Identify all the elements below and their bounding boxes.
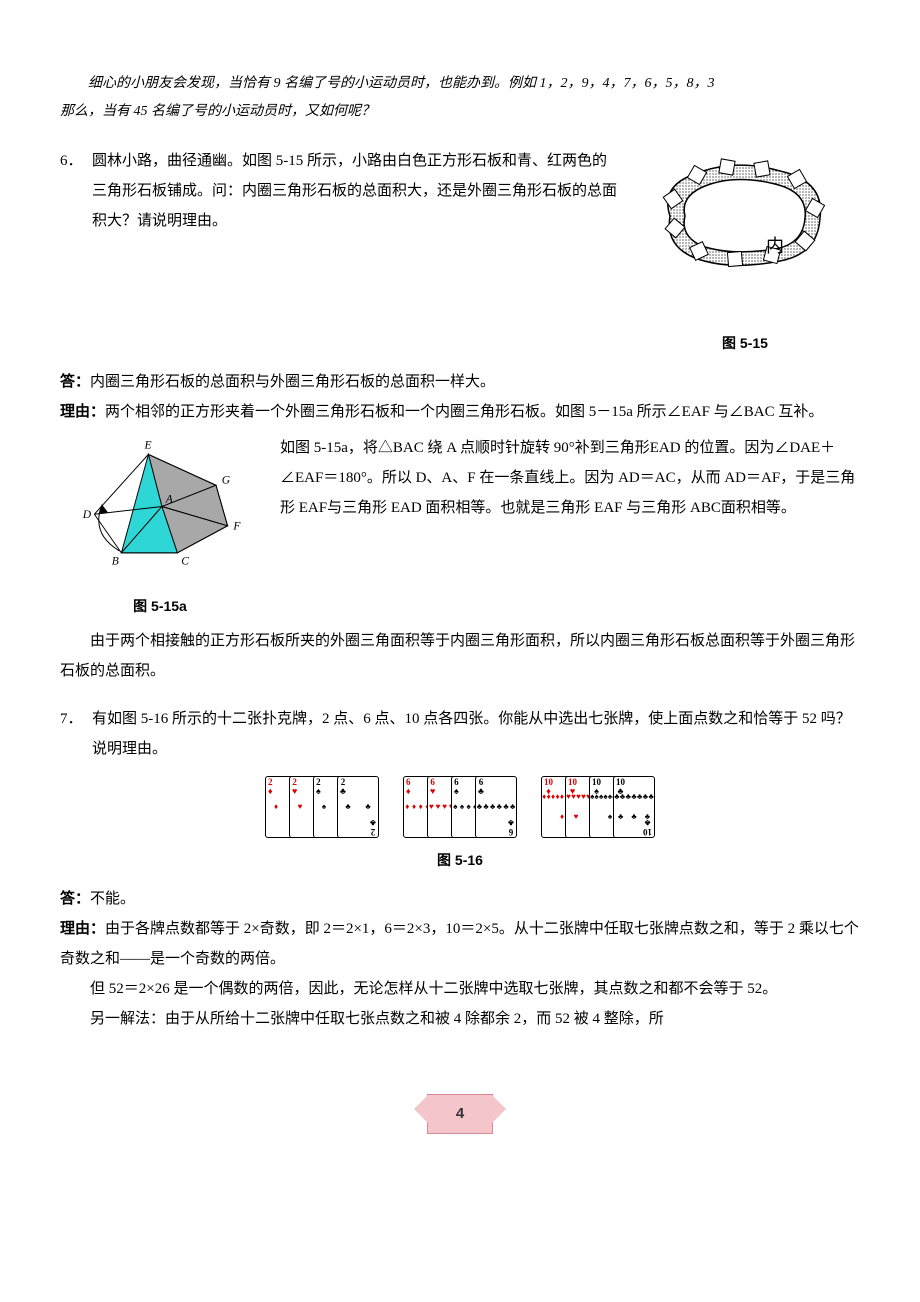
card-group: 6 ♦♦♦♦♦♦♦6 ♦6 ♥♥♥♥♥♥♥6 ♥6 ♠♠♠♠♠♠♠6 ♠6 ♣♣… xyxy=(403,776,517,838)
answer-label: 答： xyxy=(60,373,90,390)
q6-reason-with-fig: ABCDEFG 图 5-15a 如图 5-15a，将△BAC 绕 A 点顺时针旋… xyxy=(60,433,860,620)
figure-5-15a: A B C D E F G 图 5-15a xyxy=(60,437,260,620)
q6-reason3-text: 由于两个相接触的正方形石板所夹的外圈三角面积等于内圈三角形面积，所以内圈三角形石… xyxy=(60,626,860,686)
playing-card: 2 ♣♣♣2 ♣ xyxy=(337,776,379,838)
q6-number: 6． xyxy=(60,153,83,169)
svg-text:C: C xyxy=(181,554,189,567)
question-6: 外 内 图 5-15 6． 圆林小路，曲径通幽。如图 5-15 所示，小路由白色… xyxy=(60,146,860,357)
note-line1: 细心的小朋友会发现，当恰有 9 名编了号的小运动员时，也能办到。例如 1，2，9… xyxy=(88,76,715,91)
q7-reason1-text: 由于各牌点数都等于 2×奇数，即 2＝2×1，6＝2×3，10＝2×5。从十二张… xyxy=(60,921,859,967)
question-7: 7． 有如图 5-16 所示的十二张扑克牌，2 点、6 点、10 点各四张。你能… xyxy=(60,704,860,764)
q6-reason1-text: 两个相邻的正方形夹着一个外圈三角形石板和一个内圈三角形石板。如图 5－15a 所… xyxy=(105,404,823,420)
figure-5-15a-caption: 图 5-15a xyxy=(60,592,260,620)
figure-5-16-caption: 图 5-16 xyxy=(60,846,860,874)
figure-5-15-caption: 图 5-15 xyxy=(630,329,860,357)
playing-card: 6 ♣♣♣♣♣♣♣6 ♣ xyxy=(475,776,517,838)
q6-answer: 答：内圈三角形石板的总面积与外圈三角形石板的总面积一样大。 xyxy=(60,367,860,397)
q7-number: 7． xyxy=(60,711,83,727)
svg-text:F: F xyxy=(232,520,241,533)
diagram-5-15a-svg: A B C D E F G xyxy=(70,437,250,577)
q6-reason-p1: 理由：两个相邻的正方形夹着一个外圈三角形石板和一个内圈三角形石板。如图 5－15… xyxy=(60,397,860,427)
svg-text:E: E xyxy=(144,439,152,452)
reason-label: 理由： xyxy=(60,403,105,420)
label-outer: 外 xyxy=(780,177,860,213)
q7-reason2-text: 但 52＝2×26 是一个偶数的两倍，因此，无论怎样从十二张牌中选取七张牌，其点… xyxy=(60,974,860,1004)
svg-text:D: D xyxy=(82,508,92,521)
q7-reason-p1: 理由：由于各牌点数都等于 2×奇数，即 2＝2×1，6＝2×3，10＝2×5。从… xyxy=(60,914,860,974)
card-group: 10 ♦♦♦♦♦♦♦♦♦♦♦10 ♦10 ♥♥♥♥♥♥♥♥♥♥♥10 ♥10 ♠… xyxy=(541,776,655,838)
q7-reason3-text: 另一解法：由于从所给十二张牌中任取七张点数之和被 4 除都余 2，而 52 被 … xyxy=(60,1004,860,1034)
card-group: 2 ♦♦♦2 ♦2 ♥♥♥2 ♥2 ♠♠♠2 ♠2 ♣♣♣2 ♣ xyxy=(265,776,379,838)
reason-label: 理由： xyxy=(60,920,105,937)
q6-answer-text: 内圈三角形石板的总面积与外圈三角形石板的总面积一样大。 xyxy=(90,374,495,390)
cards-figure: 2 ♦♦♦2 ♦2 ♥♥♥2 ♥2 ♠♠♠2 ♠2 ♣♣♣2 ♣ 6 ♦♦♦♦♦♦… xyxy=(60,776,860,838)
q7-answer: 答：不能。 xyxy=(60,884,860,914)
svg-text:B: B xyxy=(112,554,119,567)
q7-text-body: 有如图 5-16 所示的十二张扑克牌，2 点、6 点、10 点各四张。你能从中选… xyxy=(60,704,860,764)
figure-5-15: 外 内 图 5-15 xyxy=(630,146,860,357)
note-line2: 那么，当有 45 名编了号的小运动员时，又如何呢？ xyxy=(60,104,375,119)
q7-answer-text: 不能。 xyxy=(90,891,135,907)
page-number-ribbon: 4 xyxy=(60,1094,860,1134)
playing-card: 10 ♣♣♣♣♣♣♣♣♣♣♣10 ♣ xyxy=(613,776,655,838)
top-note: 细心的小朋友会发现，当恰有 9 名编了号的小运动员时，也能办到。例如 1，2，9… xyxy=(60,70,860,126)
svg-text:A: A xyxy=(165,493,174,506)
answer-label: 答： xyxy=(60,890,90,907)
svg-text:G: G xyxy=(222,473,231,486)
label-inner: 内 xyxy=(660,228,860,264)
page-number: 4 xyxy=(427,1094,493,1134)
